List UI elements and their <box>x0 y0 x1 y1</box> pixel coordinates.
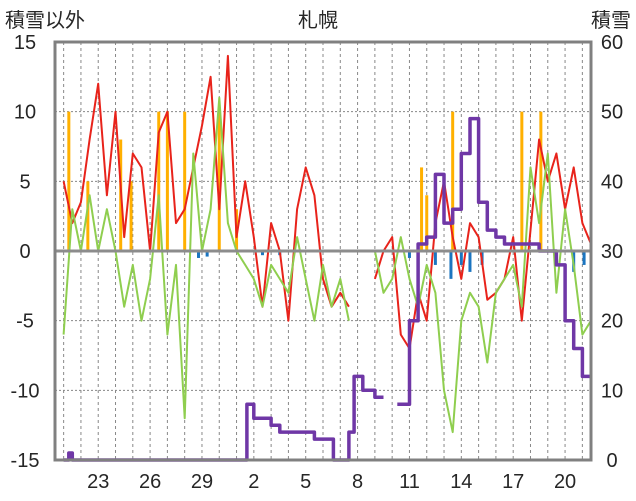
orange-bar <box>86 181 90 251</box>
x-tick-label: 5 <box>300 471 311 493</box>
orange-bar <box>165 111 169 252</box>
x-tick-label: 17 <box>502 471 524 493</box>
left-axis-title: 積雪以外 <box>5 9 85 32</box>
orange-bar <box>183 111 187 252</box>
purple-series-line <box>397 116 591 407</box>
right-tick-label: 30 <box>601 241 623 263</box>
orange-bar <box>520 111 524 252</box>
x-tick-label: 8 <box>352 471 363 493</box>
purple-series-line <box>63 374 384 462</box>
blue-bar <box>260 251 264 256</box>
red-series-line <box>62 54 350 322</box>
orange-bar <box>539 111 543 252</box>
x-tick-label: 11 <box>399 471 420 493</box>
left-tick-label: 0 <box>19 241 30 263</box>
series-lines <box>62 54 592 462</box>
x-tick-label: 14 <box>450 471 472 493</box>
blue-bar <box>433 251 437 265</box>
blue-bar <box>197 251 201 258</box>
orange-bar <box>217 111 221 252</box>
left-tick-label: -5 <box>16 311 34 333</box>
left-tick-label: -10 <box>11 380 40 402</box>
blue-bar <box>205 251 209 257</box>
orange-bar <box>451 111 455 252</box>
x-tick-label: 20 <box>554 471 576 493</box>
x-tick-label: 23 <box>87 471 109 493</box>
right-axis-title: 積雪 <box>591 9 631 32</box>
blue-bar <box>449 251 453 279</box>
blue-bar <box>459 251 463 265</box>
right-tick-label: 50 <box>601 102 623 124</box>
green-series-line <box>62 96 350 420</box>
right-tick-label: 10 <box>601 380 623 402</box>
orange-bar <box>420 167 424 251</box>
left-tick-label: 10 <box>14 102 36 124</box>
orange-bar <box>129 181 133 251</box>
left-tick-label: -15 <box>11 450 40 472</box>
right-tick-label: 20 <box>601 311 623 333</box>
right-tick-label: 40 <box>601 171 623 193</box>
x-tick-label: 26 <box>139 471 161 493</box>
blue-bar <box>582 251 586 265</box>
left-tick-label: 15 <box>14 32 36 54</box>
plot-frame <box>53 40 593 462</box>
blue-bar <box>468 251 472 272</box>
x-tick-label: 2 <box>248 471 259 493</box>
left-tick-label: 5 <box>19 171 30 193</box>
green-series-line <box>373 152 592 434</box>
red-series-line <box>373 138 592 350</box>
orange-bar <box>425 195 429 251</box>
chart-title: 札幌 <box>298 9 338 32</box>
blue-bar <box>407 251 411 258</box>
right-tick-label: 60 <box>601 32 623 54</box>
right-tick-label: 0 <box>606 450 617 472</box>
orange-bar <box>67 111 71 252</box>
orange-bar <box>157 111 161 252</box>
x-tick-label: 29 <box>191 471 213 493</box>
